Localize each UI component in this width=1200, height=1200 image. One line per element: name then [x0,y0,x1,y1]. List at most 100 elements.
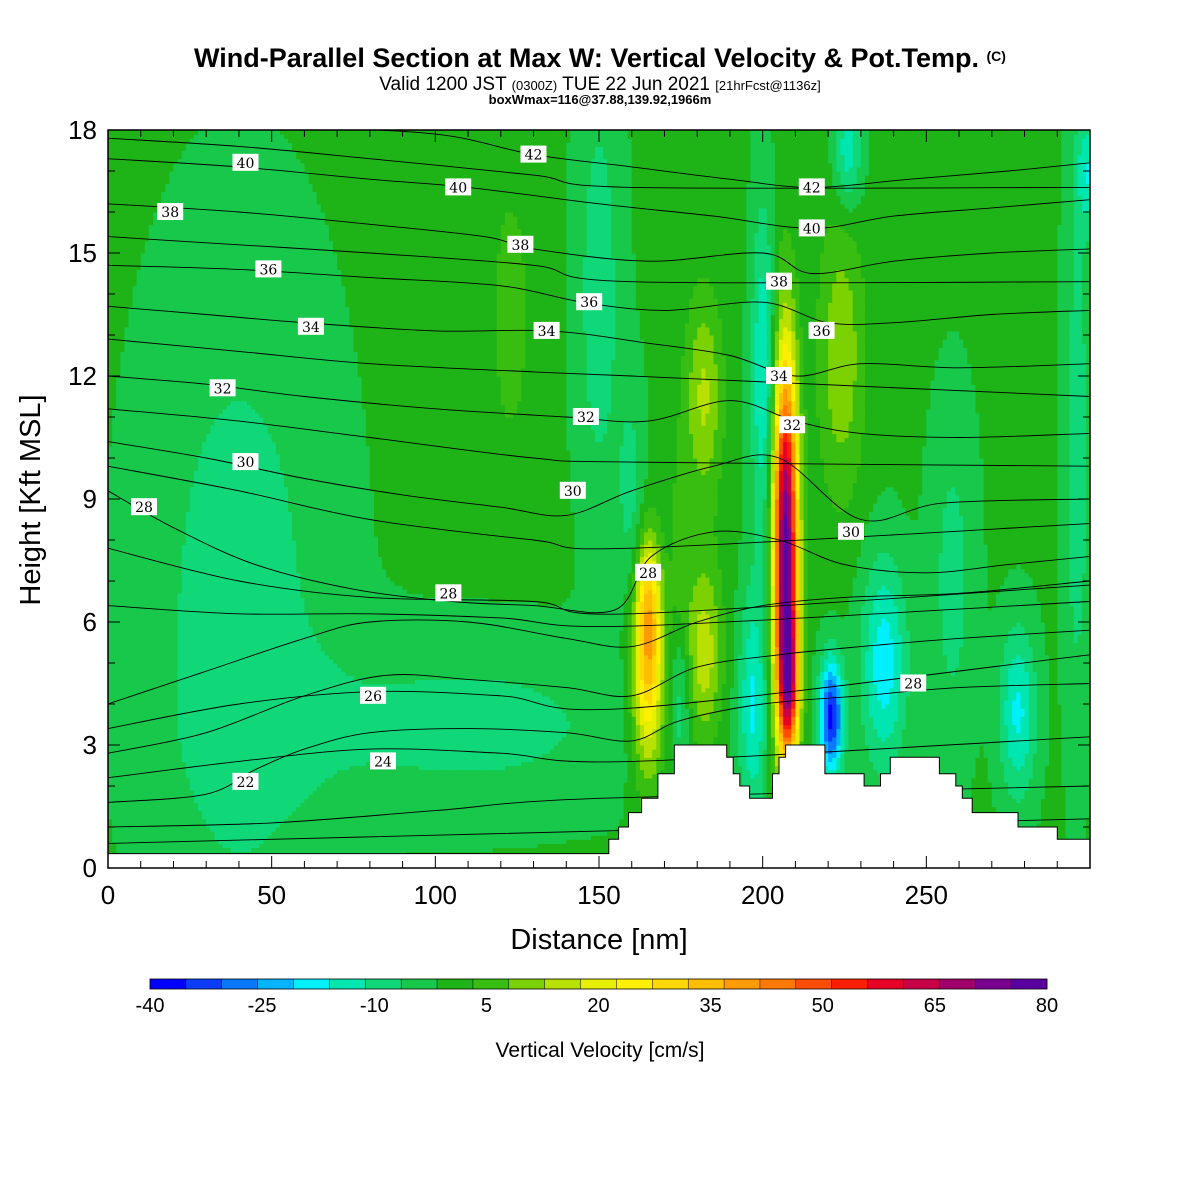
velocity-cell [505,815,510,820]
velocity-cell [615,782,620,787]
velocity-cell [374,823,379,828]
velocity-cell [1037,819,1042,824]
velocity-cell [124,848,129,853]
velocity-cell [570,786,575,791]
velocity-cell [124,827,129,832]
velocity-cell [1033,798,1038,803]
velocity-cell [407,798,412,803]
velocity-cell [247,815,252,820]
velocity-cell [1004,794,1009,799]
velocity-cell [206,794,211,799]
velocity-cell [370,823,375,828]
velocity-cell [444,782,449,787]
velocity-cell [382,823,387,828]
velocity-cell [619,794,624,799]
velocity-cell [145,811,150,816]
velocity-cell [448,815,453,820]
velocity-cell [149,786,154,791]
velocity-cell [554,811,559,816]
velocity-cell [259,782,264,787]
velocity-cell [165,843,170,848]
velocity-cell [566,823,571,828]
velocity-cell [349,831,354,836]
velocity-cell [251,835,256,840]
velocity-cell [574,819,579,824]
velocity-cell [407,782,412,787]
velocity-cell [1020,811,1025,816]
velocity-cell [218,815,223,820]
velocity-cell [128,819,133,824]
velocity-cell [198,839,203,844]
velocity-cell [133,835,138,840]
velocity-cell [992,790,997,795]
velocity-cell [296,802,301,807]
velocity-cell [325,811,330,816]
velocity-cell [988,802,993,807]
velocity-cell [165,811,170,816]
velocity-cell [304,794,309,799]
velocity-cell [439,835,444,840]
velocity-cell [591,807,596,812]
velocity-cell [448,790,453,795]
velocity-cell [1016,786,1021,791]
velocity-cell [509,823,514,828]
velocity-cell [239,835,244,840]
velocity-cell [628,794,633,799]
velocity-cell [538,786,543,791]
velocity-cell [120,827,125,832]
velocity-cell [1020,794,1025,799]
velocity-cell [423,807,428,812]
velocity-cell [615,786,620,791]
velocity-cell [607,786,612,791]
velocity-cell [1078,831,1083,836]
velocity-cell [112,843,117,848]
velocity-cell [599,839,604,844]
velocity-cell [399,823,404,828]
velocity-cell [411,823,416,828]
velocity-cell [358,843,363,848]
velocity-cell [337,782,342,787]
velocity-cell [538,794,543,799]
velocity-cell [173,807,178,812]
velocity-cell [529,819,534,824]
velocity-cell [1065,802,1070,807]
velocity-cell [554,823,559,828]
velocity-cell [558,823,563,828]
velocity-cell [448,811,453,816]
velocity-cell [165,819,170,824]
velocity-cell [525,823,530,828]
velocity-cell [521,835,526,840]
velocity-cell [480,798,485,803]
velocity-cell [255,802,260,807]
velocity-cell [325,786,330,791]
velocity-cell [210,794,215,799]
velocity-cell [157,823,162,828]
velocity-cell [313,831,318,836]
velocity-cell [484,815,489,820]
velocity-cell [354,823,359,828]
velocity-cell [276,843,281,848]
velocity-cell [235,831,240,836]
velocity-cell [636,798,641,803]
velocity-cell [464,815,469,820]
velocity-cell [112,835,117,840]
velocity-cell [423,798,428,803]
velocity-cell [304,823,309,828]
velocity-cell [529,802,534,807]
velocity-cell [403,843,408,848]
velocity-cell [566,843,571,848]
velocity-cell [190,790,195,795]
velocity-cell [476,786,481,791]
velocity-cell [317,835,322,840]
velocity-cell [607,790,612,795]
velocity-cell [124,807,129,812]
velocity-cell [452,790,457,795]
velocity-cell [141,790,146,795]
velocity-cell [452,819,457,824]
velocity-cell [149,811,154,816]
velocity-cell [562,782,567,787]
velocity-cell [1033,786,1038,791]
velocity-cell [288,790,293,795]
velocity-cell [517,823,522,828]
velocity-cell [161,807,166,812]
